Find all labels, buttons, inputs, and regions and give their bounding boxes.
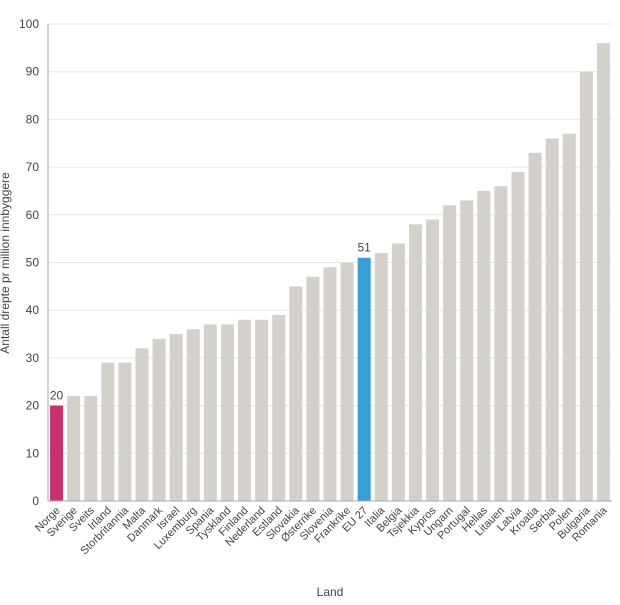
axis-layer: 0 10 20 30 40 50 60 70 80 90 100 <box>19 17 612 508</box>
bar <box>203 324 217 501</box>
bar <box>562 133 576 501</box>
bar <box>579 71 593 501</box>
bar <box>426 219 440 501</box>
y-tick-label: 10 <box>26 446 40 460</box>
bar <box>596 43 610 501</box>
y-tick-label: 100 <box>19 17 39 31</box>
y-tick-label: 30 <box>26 351 40 365</box>
bar <box>323 267 337 501</box>
y-axis-title: Antall drepte pr million innbyggere <box>0 172 12 354</box>
y-tick-label: 40 <box>26 303 40 317</box>
bar <box>67 396 81 501</box>
bar-layer <box>50 43 610 502</box>
bar <box>84 396 98 501</box>
bar <box>50 405 64 501</box>
y-tick-label: 60 <box>26 208 40 222</box>
bar <box>169 334 183 501</box>
bar <box>528 152 542 502</box>
bar <box>357 257 371 501</box>
bar <box>391 243 405 502</box>
y-tick-label: 50 <box>26 256 40 270</box>
bar <box>289 286 303 501</box>
bar <box>135 348 149 501</box>
bar <box>220 324 234 501</box>
x-axis-title: Land <box>317 585 344 599</box>
y-tick-label: 0 <box>32 494 39 508</box>
bar <box>511 171 525 501</box>
bar <box>340 262 354 501</box>
bar <box>443 205 457 501</box>
bar <box>238 319 252 501</box>
bar <box>306 276 320 501</box>
bar <box>374 252 388 501</box>
bar <box>545 138 559 502</box>
y-tick-label: 20 <box>26 399 40 413</box>
data-label: 51 <box>358 241 372 255</box>
bar <box>118 362 132 501</box>
bar <box>101 362 115 501</box>
y-tick-label: 90 <box>26 65 40 79</box>
bar <box>460 200 474 502</box>
bar <box>152 338 166 501</box>
data-label: 20 <box>50 389 64 403</box>
bar <box>477 190 491 501</box>
bar <box>494 186 508 501</box>
bar <box>272 314 286 501</box>
bar <box>186 329 200 501</box>
bar <box>255 319 269 501</box>
bar <box>408 224 422 501</box>
y-tick-label: 80 <box>26 112 40 126</box>
y-tick-label: 70 <box>26 160 40 174</box>
